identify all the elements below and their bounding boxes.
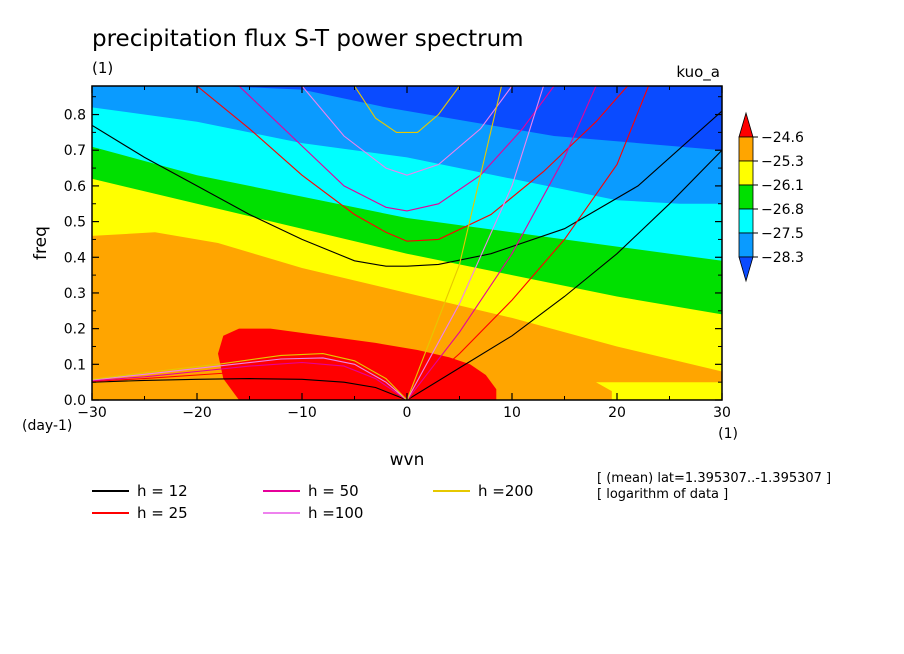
colorbar-label: −26.8 (761, 202, 804, 218)
annotation-log: [ logarithm of data ] (597, 487, 728, 502)
dispersion-curve-h25-11 (92, 369, 408, 400)
x-tick-label: −10 (287, 405, 317, 421)
x-tick-label: 0 (403, 405, 412, 421)
y-axis: 0.0 0.1 0.2 0.3 0.4 0.5 0.6 0.7 0.8 (64, 96, 722, 409)
y-tick-label: 0.6 (64, 179, 86, 195)
y-axis-label: freq (31, 226, 51, 260)
colorbar-arrow-top (738, 111, 754, 138)
dispersion-curve-h12-0 (92, 110, 722, 267)
x-tick-label: 30 (713, 405, 731, 421)
colorbar-label: −26.1 (761, 178, 804, 194)
x-units-label: (1) (718, 426, 738, 442)
colorbar-label: −27.5 (761, 226, 804, 242)
dispersion-curve-h100-3 (301, 86, 513, 176)
dispersion-curve-h200-4 (354, 86, 460, 133)
dispersion-curve-h200-14 (92, 353, 408, 400)
colorbar-label: −24.6 (761, 130, 804, 146)
colorbar-swatch (738, 136, 754, 162)
dispersion-curves (92, 86, 722, 400)
x-tick-label: 20 (608, 405, 626, 421)
colorbar-label: −25.3 (761, 154, 804, 170)
y-units-label: (day-1) (22, 418, 72, 434)
dispersion-curve-h50-2 (238, 86, 555, 212)
y-tick-label: 0.1 (64, 357, 86, 373)
y-tick-label: 0.5 (64, 215, 86, 231)
contour-bands (92, 86, 722, 400)
chart-title: precipitation flux S-T power spectrum (92, 26, 524, 52)
y-tick-label: 0.7 (64, 143, 86, 159)
x-tick-label: 10 (503, 405, 521, 421)
legend-label: h =100 (308, 504, 363, 522)
contour-band-8 (596, 382, 722, 400)
dispersion-curve-h100-13 (92, 357, 408, 400)
legend-label: h = 25 (137, 504, 188, 522)
x-axis-label: wvn (390, 450, 425, 470)
y-tick-label: 0.8 (64, 108, 86, 124)
x-tick-label: −20 (182, 405, 212, 421)
dispersion-curve-h100-8 (406, 86, 545, 400)
annotation-lat: [ (mean) lat=1.395307..-1.395307 ] (597, 471, 831, 486)
colorbar-swatch (738, 160, 754, 186)
legend-label: h = 12 (137, 482, 188, 500)
dispersion-curve-h25-6 (406, 86, 650, 400)
dispersion-curve-h200-9 (406, 86, 503, 400)
colorbar-swatch (738, 184, 754, 210)
dispersion-curve-h12-5 (406, 149, 722, 400)
plot-area (92, 86, 722, 400)
colorbar-swatch (738, 232, 754, 258)
model-label: kuo_a (676, 63, 720, 82)
dispersion-curve-h25-1 (196, 86, 628, 242)
y-tick-label: 0.2 (64, 322, 86, 338)
x-axis: −30 −20 −10 0 10 20 30 (77, 86, 731, 421)
units-label: (1) (92, 59, 113, 77)
colorbar-swatch (738, 208, 754, 234)
x-tick-label: −30 (77, 405, 107, 421)
legend-label: h = 50 (308, 482, 359, 500)
legend-label: h =200 (478, 482, 533, 500)
dispersion-curve-h50-12 (92, 361, 408, 400)
colorbar-label: −28.3 (761, 250, 804, 266)
y-tick-label: 0.3 (64, 286, 86, 302)
dispersion-curve-h50-7 (406, 86, 597, 400)
y-tick-label: 0.0 (64, 393, 86, 409)
y-tick-label: 0.4 (64, 250, 86, 266)
colorbar-arrow-bottom (738, 256, 754, 283)
legend: h = 12 h = 25 h = 50 h =100 h =200 (92, 482, 533, 522)
dispersion-curve-h12-10 (92, 378, 408, 400)
colorbar: −24.6 −25.3 −26.1 −26.8 −27.5 −28.3 (738, 111, 804, 283)
